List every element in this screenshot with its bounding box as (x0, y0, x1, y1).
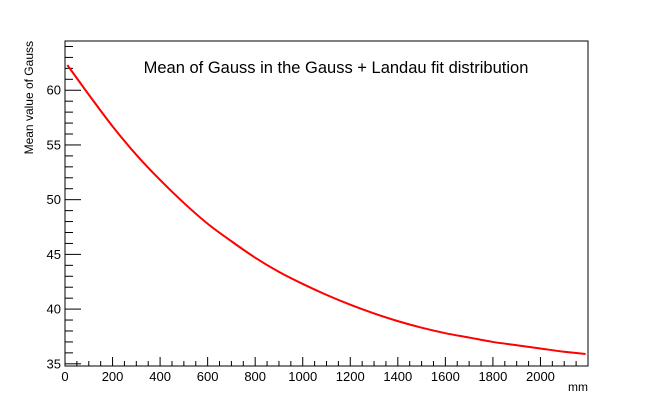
x-tick-label: 1600 (431, 369, 460, 384)
x-tick-label: 800 (244, 369, 266, 384)
y-tick-label: 55 (47, 137, 61, 152)
series-layer (66, 64, 586, 355)
y-axis-ticks: 35 40 45 50 55 60 (47, 45, 81, 371)
x-tick-label: 200 (102, 369, 124, 384)
x-axis-ticks: 0 200 400 600 800 1000 1200 1400 1600 1800 2000 (61, 357, 589, 384)
x-tick-label: 0 (61, 369, 68, 384)
x-tick-label: 1800 (478, 369, 507, 384)
y-tick-label: 50 (47, 192, 61, 207)
x-tick-label: 2000 (526, 369, 555, 384)
y-tick-label: 60 (47, 83, 61, 98)
y-axis-label: Mean value of Gauss (22, 41, 36, 154)
plot-frame (64, 40, 589, 367)
chart-title: Mean of Gauss in the Gauss + Landau fit … (144, 59, 529, 77)
y-tick-label: 35 (47, 356, 61, 371)
x-tick-label: 1400 (383, 369, 412, 384)
y-tick-label: 40 (47, 302, 61, 317)
x-tick-label: 1000 (288, 369, 317, 384)
x-axis-label: mm (568, 380, 588, 394)
x-tick-label: 1200 (336, 369, 365, 384)
x-tick-label: 600 (197, 369, 219, 384)
y-tick-label: 45 (47, 247, 61, 262)
x-tick-label: 400 (149, 369, 171, 384)
series-line-0 (66, 64, 586, 355)
